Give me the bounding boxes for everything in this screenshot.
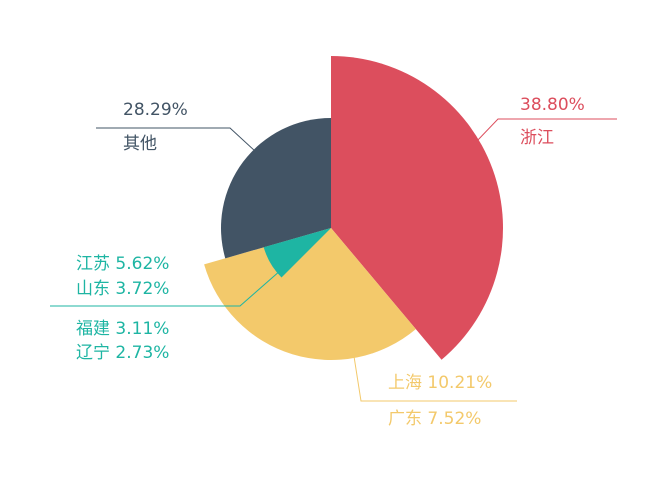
pie-slice-other	[220, 118, 331, 259]
slice-label-zhejiang-0: 38.80%	[520, 95, 585, 115]
slice-label-shanghai_guangdong-0: 上海 10.21%	[388, 373, 492, 393]
slice-label-other-1: 其他	[123, 134, 157, 154]
leader-line-shanghai_guangdong	[352, 349, 517, 402]
slice-label-others_small-0: 江苏 5.62%	[76, 254, 169, 274]
pie-slice-others_small	[263, 228, 331, 278]
slice-label-others_small-3: 辽宁 2.73%	[76, 343, 169, 363]
slice-label-others_small-2: 福建 3.11%	[76, 319, 169, 339]
slice-label-other-0: 28.29%	[123, 100, 188, 120]
slice-label-others_small-1: 山东 3.72%	[76, 279, 169, 299]
pie-slice-shanghai_guangdong	[204, 228, 416, 361]
leader-line-others_small	[50, 269, 282, 307]
slices-group	[204, 55, 504, 361]
leader-line-other	[96, 127, 256, 152]
slice-label-shanghai_guangdong-1: 广东 7.52%	[388, 409, 481, 429]
leader-line-zhejiang	[475, 118, 617, 143]
pie-slice-zhejiang	[331, 55, 504, 360]
leader-lines-group	[50, 118, 617, 402]
slice-label-zhejiang-1: 浙江	[520, 128, 554, 148]
